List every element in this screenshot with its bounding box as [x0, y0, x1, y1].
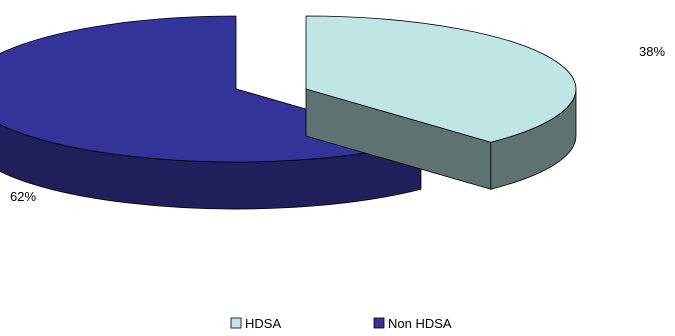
- legend-label-non-hdsa: Non HDSA: [388, 316, 452, 331]
- legend: HDSA Non HDSA: [231, 316, 452, 331]
- data-label-non-hdsa: 62%: [10, 189, 36, 204]
- legend-swatch-hdsa: [231, 318, 241, 328]
- legend-swatch-non-hdsa: [374, 318, 384, 328]
- pie-slices: [0, 16, 576, 209]
- data-label-hdsa: 38%: [639, 44, 665, 59]
- legend-label-hdsa: HDSA: [245, 316, 281, 331]
